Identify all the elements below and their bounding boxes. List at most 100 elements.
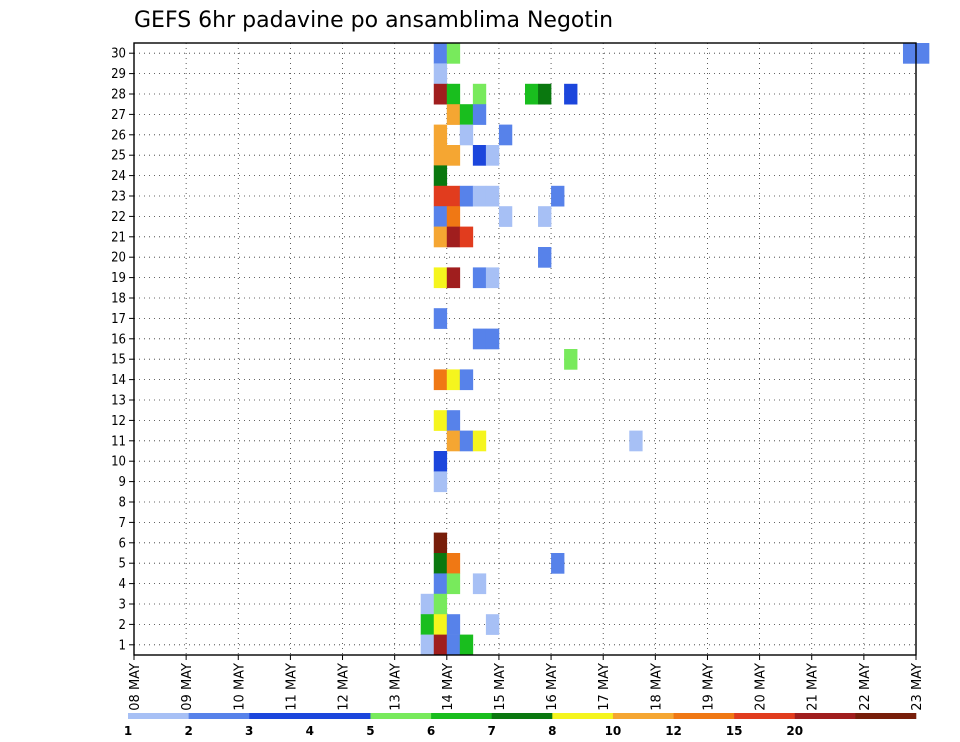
heatmap-cell xyxy=(459,124,474,146)
heatmap-cell xyxy=(446,430,461,452)
heatmap-cell xyxy=(472,430,487,452)
grid-lines xyxy=(134,43,916,655)
heatmap-cell xyxy=(433,267,448,289)
heatmap-cell xyxy=(420,593,435,615)
heatmap-cell xyxy=(459,185,474,207)
heatmap-cell xyxy=(446,145,461,166)
heatmap-cell xyxy=(485,145,500,166)
legend-label: 10 xyxy=(605,724,622,738)
heatmap-cell xyxy=(472,267,487,289)
legend-label: 2 xyxy=(184,724,192,738)
y-tick-label: 19 xyxy=(111,271,126,286)
heatmap-cell xyxy=(433,63,448,85)
heatmap-cell xyxy=(472,328,487,350)
legend-swatch xyxy=(612,713,674,719)
legend-swatch xyxy=(491,713,553,719)
legend-swatch xyxy=(794,713,856,719)
heatmap-cell xyxy=(433,634,448,656)
x-tick-label: 18 MAY xyxy=(649,663,664,711)
heatmap-cell xyxy=(485,614,500,635)
legend-label: 1 xyxy=(124,724,132,738)
legend-swatch xyxy=(855,713,917,719)
y-tick-label: 20 xyxy=(111,251,126,266)
y-tick-label: 6 xyxy=(119,536,126,551)
heatmap-cell xyxy=(459,369,474,391)
heatmap-cell xyxy=(538,206,552,227)
heatmap-cell xyxy=(551,185,565,207)
legend-label: 7 xyxy=(488,724,496,738)
y-tick-label: 2 xyxy=(119,618,126,633)
heatmap-cell xyxy=(420,614,435,635)
heatmap-cell xyxy=(446,634,461,656)
x-tick-label: 11 MAY xyxy=(284,663,299,711)
y-tick-label: 27 xyxy=(111,108,126,123)
heatmap-cell xyxy=(433,471,448,493)
y-tick-label: 9 xyxy=(119,475,126,490)
heatmap-cell xyxy=(472,145,487,166)
heatmap-cell xyxy=(485,267,500,289)
x-tick-label: 17 MAY xyxy=(597,663,612,711)
x-tick-label: 21 MAY xyxy=(806,663,821,711)
y-tick-label: 23 xyxy=(111,190,126,205)
y-tick-label: 10 xyxy=(111,455,126,470)
heatmap-cell xyxy=(433,573,448,595)
heatmap-cell xyxy=(916,43,930,64)
chart-title: GEFS 6hr padavine po ansamblima Negotin xyxy=(134,8,613,33)
legend-label: 20 xyxy=(786,724,803,738)
heatmap-cell xyxy=(538,247,552,268)
legend-label: 5 xyxy=(366,724,374,738)
heatmap-cell xyxy=(433,614,448,635)
y-tick-label: 12 xyxy=(111,414,126,429)
x-axis: 08 MAY 09 MAY 10 MAY 11 MAY 12 MAY 13 MAY 14 M… xyxy=(128,655,925,711)
heatmap-cell xyxy=(446,185,461,207)
heatmap-cell xyxy=(433,553,448,574)
y-tick-label: 13 xyxy=(111,394,126,409)
y-tick-label: 8 xyxy=(119,496,126,511)
heatmap-cell xyxy=(459,634,474,656)
heatmap-cell xyxy=(446,553,461,574)
y-tick-label: 30 xyxy=(111,47,126,62)
heatmap-cell xyxy=(433,185,448,207)
x-tick-label: 16 MAY xyxy=(545,663,560,711)
heatmap-cell xyxy=(459,226,474,248)
heatmap-cell xyxy=(564,83,578,105)
heatmap-cell xyxy=(498,206,513,227)
y-tick-label: 16 xyxy=(111,332,126,347)
heatmap-cell xyxy=(446,226,461,248)
y-tick-label: 15 xyxy=(111,353,126,368)
legend-label: 15 xyxy=(726,724,743,738)
heatmap-cell xyxy=(433,206,448,227)
x-tick-label: 22 MAY xyxy=(858,663,873,711)
y-tick-label: 5 xyxy=(119,557,126,572)
legend-swatch xyxy=(128,713,189,719)
heatmap-cell xyxy=(485,328,500,350)
heatmap-cell xyxy=(472,185,487,207)
heatmap-cell xyxy=(433,593,448,615)
y-tick-label: 14 xyxy=(111,373,126,388)
y-tick-label: 11 xyxy=(111,434,126,449)
legend-swatch xyxy=(309,713,371,719)
y-tick-label: 3 xyxy=(119,598,126,613)
heatmap-cell xyxy=(498,124,513,146)
plot-frame xyxy=(133,42,917,656)
color-legend: 1 2 3 4 5 6 7 8 10 12 15 20 xyxy=(124,713,917,738)
heatmap-cell xyxy=(629,430,643,452)
y-tick-label: 18 xyxy=(111,292,126,307)
heatmap-cell xyxy=(472,83,487,105)
heatmap-cell xyxy=(564,349,578,370)
x-tick-label: 15 MAY xyxy=(493,663,508,711)
heatmap-cell xyxy=(485,185,500,207)
x-tick-label: 13 MAY xyxy=(389,663,404,711)
y-axis: 1234567891011121314151617181920212223242… xyxy=(111,47,134,653)
heatmap-cells xyxy=(420,43,930,656)
heatmap-cell xyxy=(472,573,487,595)
x-tick-label: 08 MAY xyxy=(128,663,143,711)
y-tick-label: 28 xyxy=(111,88,126,103)
x-tick-label: 09 MAY xyxy=(180,663,195,711)
legend-label: 3 xyxy=(245,724,253,738)
heatmap-cell xyxy=(433,451,448,472)
legend-swatch xyxy=(552,713,614,719)
heatmap-cell xyxy=(433,532,448,554)
legend-label: 8 xyxy=(548,724,556,738)
